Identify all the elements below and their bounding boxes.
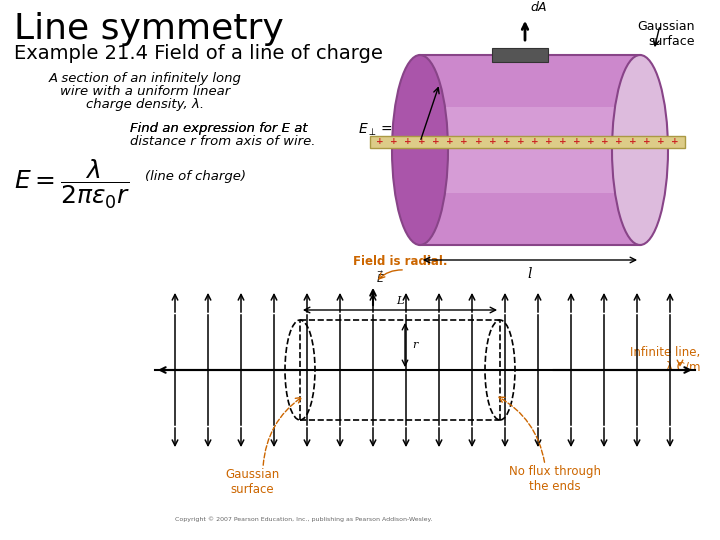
Text: distance r from axis of wire.: distance r from axis of wire. xyxy=(130,135,315,148)
Text: +: + xyxy=(545,138,552,146)
Text: +: + xyxy=(418,138,426,146)
Polygon shape xyxy=(420,55,640,245)
Text: +: + xyxy=(503,138,510,146)
Text: r: r xyxy=(409,101,415,114)
Ellipse shape xyxy=(612,55,668,245)
Text: +: + xyxy=(461,138,468,146)
Text: Copyright © 2007 Pearson Education, Inc., publishing as Pearson Addison-Wesley.: Copyright © 2007 Pearson Education, Inc.… xyxy=(175,516,433,522)
Text: +: + xyxy=(615,138,623,146)
Polygon shape xyxy=(492,48,548,62)
Text: Line symmetry: Line symmetry xyxy=(14,12,284,46)
Text: $E_\perp = 0$: $E_\perp = 0$ xyxy=(359,122,405,138)
Text: +: + xyxy=(517,138,524,146)
Text: +: + xyxy=(405,138,412,146)
Text: r: r xyxy=(412,340,418,350)
Text: +: + xyxy=(531,138,539,146)
Text: +: + xyxy=(587,138,595,146)
Text: +: + xyxy=(559,138,567,146)
Text: Gaussian
surface: Gaussian surface xyxy=(225,468,279,496)
Text: $d\vec{A}$: $d\vec{A}$ xyxy=(530,0,548,15)
Text: +: + xyxy=(671,138,679,146)
Text: +: + xyxy=(446,138,454,146)
Text: +: + xyxy=(629,138,636,146)
Text: +: + xyxy=(643,138,651,146)
Text: +: + xyxy=(573,138,580,146)
Text: Field is radial.: Field is radial. xyxy=(353,255,447,268)
Text: No flux through
the ends: No flux through the ends xyxy=(509,465,601,493)
Text: wire with a uniform linear: wire with a uniform linear xyxy=(60,85,230,98)
Text: +: + xyxy=(433,138,440,146)
Text: $E = \dfrac{\lambda}{2\pi\varepsilon_0 r}$: $E = \dfrac{\lambda}{2\pi\varepsilon_0 r… xyxy=(14,158,130,211)
Text: +: + xyxy=(376,138,384,146)
Text: +: + xyxy=(657,138,665,146)
Text: L: L xyxy=(396,296,404,306)
Text: l: l xyxy=(528,267,532,281)
Text: Infinite line,
λ C/m: Infinite line, λ C/m xyxy=(630,346,700,374)
Text: Gaussian
surface: Gaussian surface xyxy=(637,20,695,48)
Text: charge density, λ.: charge density, λ. xyxy=(86,98,204,111)
Text: (line of charge): (line of charge) xyxy=(145,170,246,183)
Text: +: + xyxy=(390,138,398,146)
Text: Find an expression for E at: Find an expression for E at xyxy=(130,122,307,135)
Text: $\vec{E}$: $\vec{E}$ xyxy=(376,269,385,285)
Text: +: + xyxy=(489,138,496,146)
Text: Example 21.4 Field of a line of charge: Example 21.4 Field of a line of charge xyxy=(14,44,383,63)
Text: Find an expression for E at: Find an expression for E at xyxy=(130,122,307,135)
Polygon shape xyxy=(420,107,640,193)
Text: A section of an infinitely long: A section of an infinitely long xyxy=(48,72,241,85)
Text: +: + xyxy=(474,138,482,146)
Polygon shape xyxy=(370,136,685,148)
Ellipse shape xyxy=(392,55,448,245)
Text: +: + xyxy=(601,138,608,146)
